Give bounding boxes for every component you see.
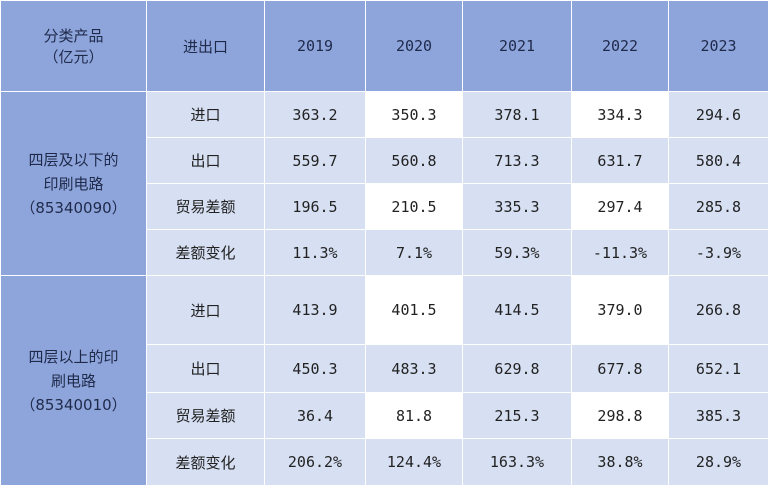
table-row: 四层以上的印 刷电路 （85340010） 进口 413.9 401.5 414… [0,275,768,486]
value-cell: 294.6 [668,91,768,138]
value-cell: 677.8 [571,344,669,393]
group-label-line: 四层及以下的 [28,150,119,169]
table-row: 四层及以下的 印刷电路 （85340090） 进口 363.2 350.3 37… [0,91,768,276]
value-cell: 450.3 [264,344,366,393]
value-cell: 559.7 [264,137,366,184]
row-label: 差额变化 [146,438,265,486]
value-cell: 401.5 [365,275,463,345]
row-label: 差额变化 [146,229,265,276]
value-cell: -3.9% [668,229,768,276]
row-label: 出口 [146,137,265,184]
year-header-2022: 2022 [571,0,669,92]
group-label-line: 四层以上的印 [28,347,119,366]
value-cell: 196.5 [264,183,366,230]
year-header-2020: 2020 [365,0,463,92]
table-row: 差额变化 206.2% 124.4% 163.3% 38.8% 28.9% [1,438,768,486]
value-cell: 297.4 [571,183,669,230]
corner-header-line1: 分类产品 [43,27,104,45]
group-label-line: （85340010） [20,395,127,414]
trade-type-header: 进出口 [146,0,265,92]
value-cell: 215.3 [462,392,572,439]
value-cell: 266.8 [668,275,768,345]
value-cell: 163.3% [462,438,572,486]
table-row: 贸易差额 196.5 210.5 335.3 297.4 285.8 [1,183,768,230]
row-label: 出口 [146,344,265,393]
row-label: 贸易差额 [146,392,265,439]
value-cell: -11.3% [571,229,669,276]
value-cell: 36.4 [264,392,366,439]
table-row: 出口 559.7 560.8 713.3 631.7 580.4 [1,137,768,184]
value-cell: 363.2 [264,91,366,138]
value-cell: 378.1 [462,91,572,138]
value-cell: 59.3% [462,229,572,276]
value-cell: 298.8 [571,392,669,439]
group-label-cell: 四层以上的印 刷电路 （85340010） [0,275,147,486]
corner-header-cell: 分类产品 （亿元） [0,0,147,92]
table-row: 出口 450.3 483.3 629.8 677.8 652.1 [1,344,768,393]
corner-header-line2: （亿元） [43,48,104,66]
value-cell: 7.1% [365,229,463,276]
value-cell: 631.7 [571,137,669,184]
header-row: 分类产品 （亿元） 进出口 2019 2020 2021 2022 2023 [0,0,768,92]
value-cell: 285.8 [668,183,768,230]
value-cell: 28.9% [668,438,768,486]
value-cell: 560.8 [365,137,463,184]
table-row: 贸易差额 36.4 81.8 215.3 298.8 385.3 [1,392,768,439]
value-cell: 335.3 [462,183,572,230]
value-cell: 350.3 [365,91,463,138]
table-row: 差额变化 11.3% 7.1% 59.3% -11.3% -3.9% [1,229,768,276]
group-label-line: 印刷电路 [43,174,104,193]
value-cell: 206.2% [264,438,366,486]
value-cell: 379.0 [571,275,669,345]
row-label: 进口 [146,275,265,345]
year-header-2021: 2021 [462,0,572,92]
value-cell: 210.5 [365,183,463,230]
value-cell: 580.4 [668,137,768,184]
value-cell: 38.8% [571,438,669,486]
value-cell: 11.3% [264,229,366,276]
value-cell: 385.3 [668,392,768,439]
value-cell: 413.9 [264,275,366,345]
value-cell: 629.8 [462,344,572,393]
group-label-line: 刷电路 [50,371,96,390]
year-header-2023: 2023 [668,0,768,92]
group-label-line: （85340090） [20,198,127,217]
value-cell: 124.4% [365,438,463,486]
value-cell: 713.3 [462,137,572,184]
year-header-2019: 2019 [264,0,366,92]
value-cell: 483.3 [365,344,463,393]
value-cell: 414.5 [462,275,572,345]
row-label: 进口 [146,91,265,138]
value-cell: 652.1 [668,344,768,393]
value-cell: 334.3 [571,91,669,138]
row-label: 贸易差额 [146,183,265,230]
value-cell: 81.8 [365,392,463,439]
group-label-cell: 四层及以下的 印刷电路 （85340090） [0,91,147,276]
